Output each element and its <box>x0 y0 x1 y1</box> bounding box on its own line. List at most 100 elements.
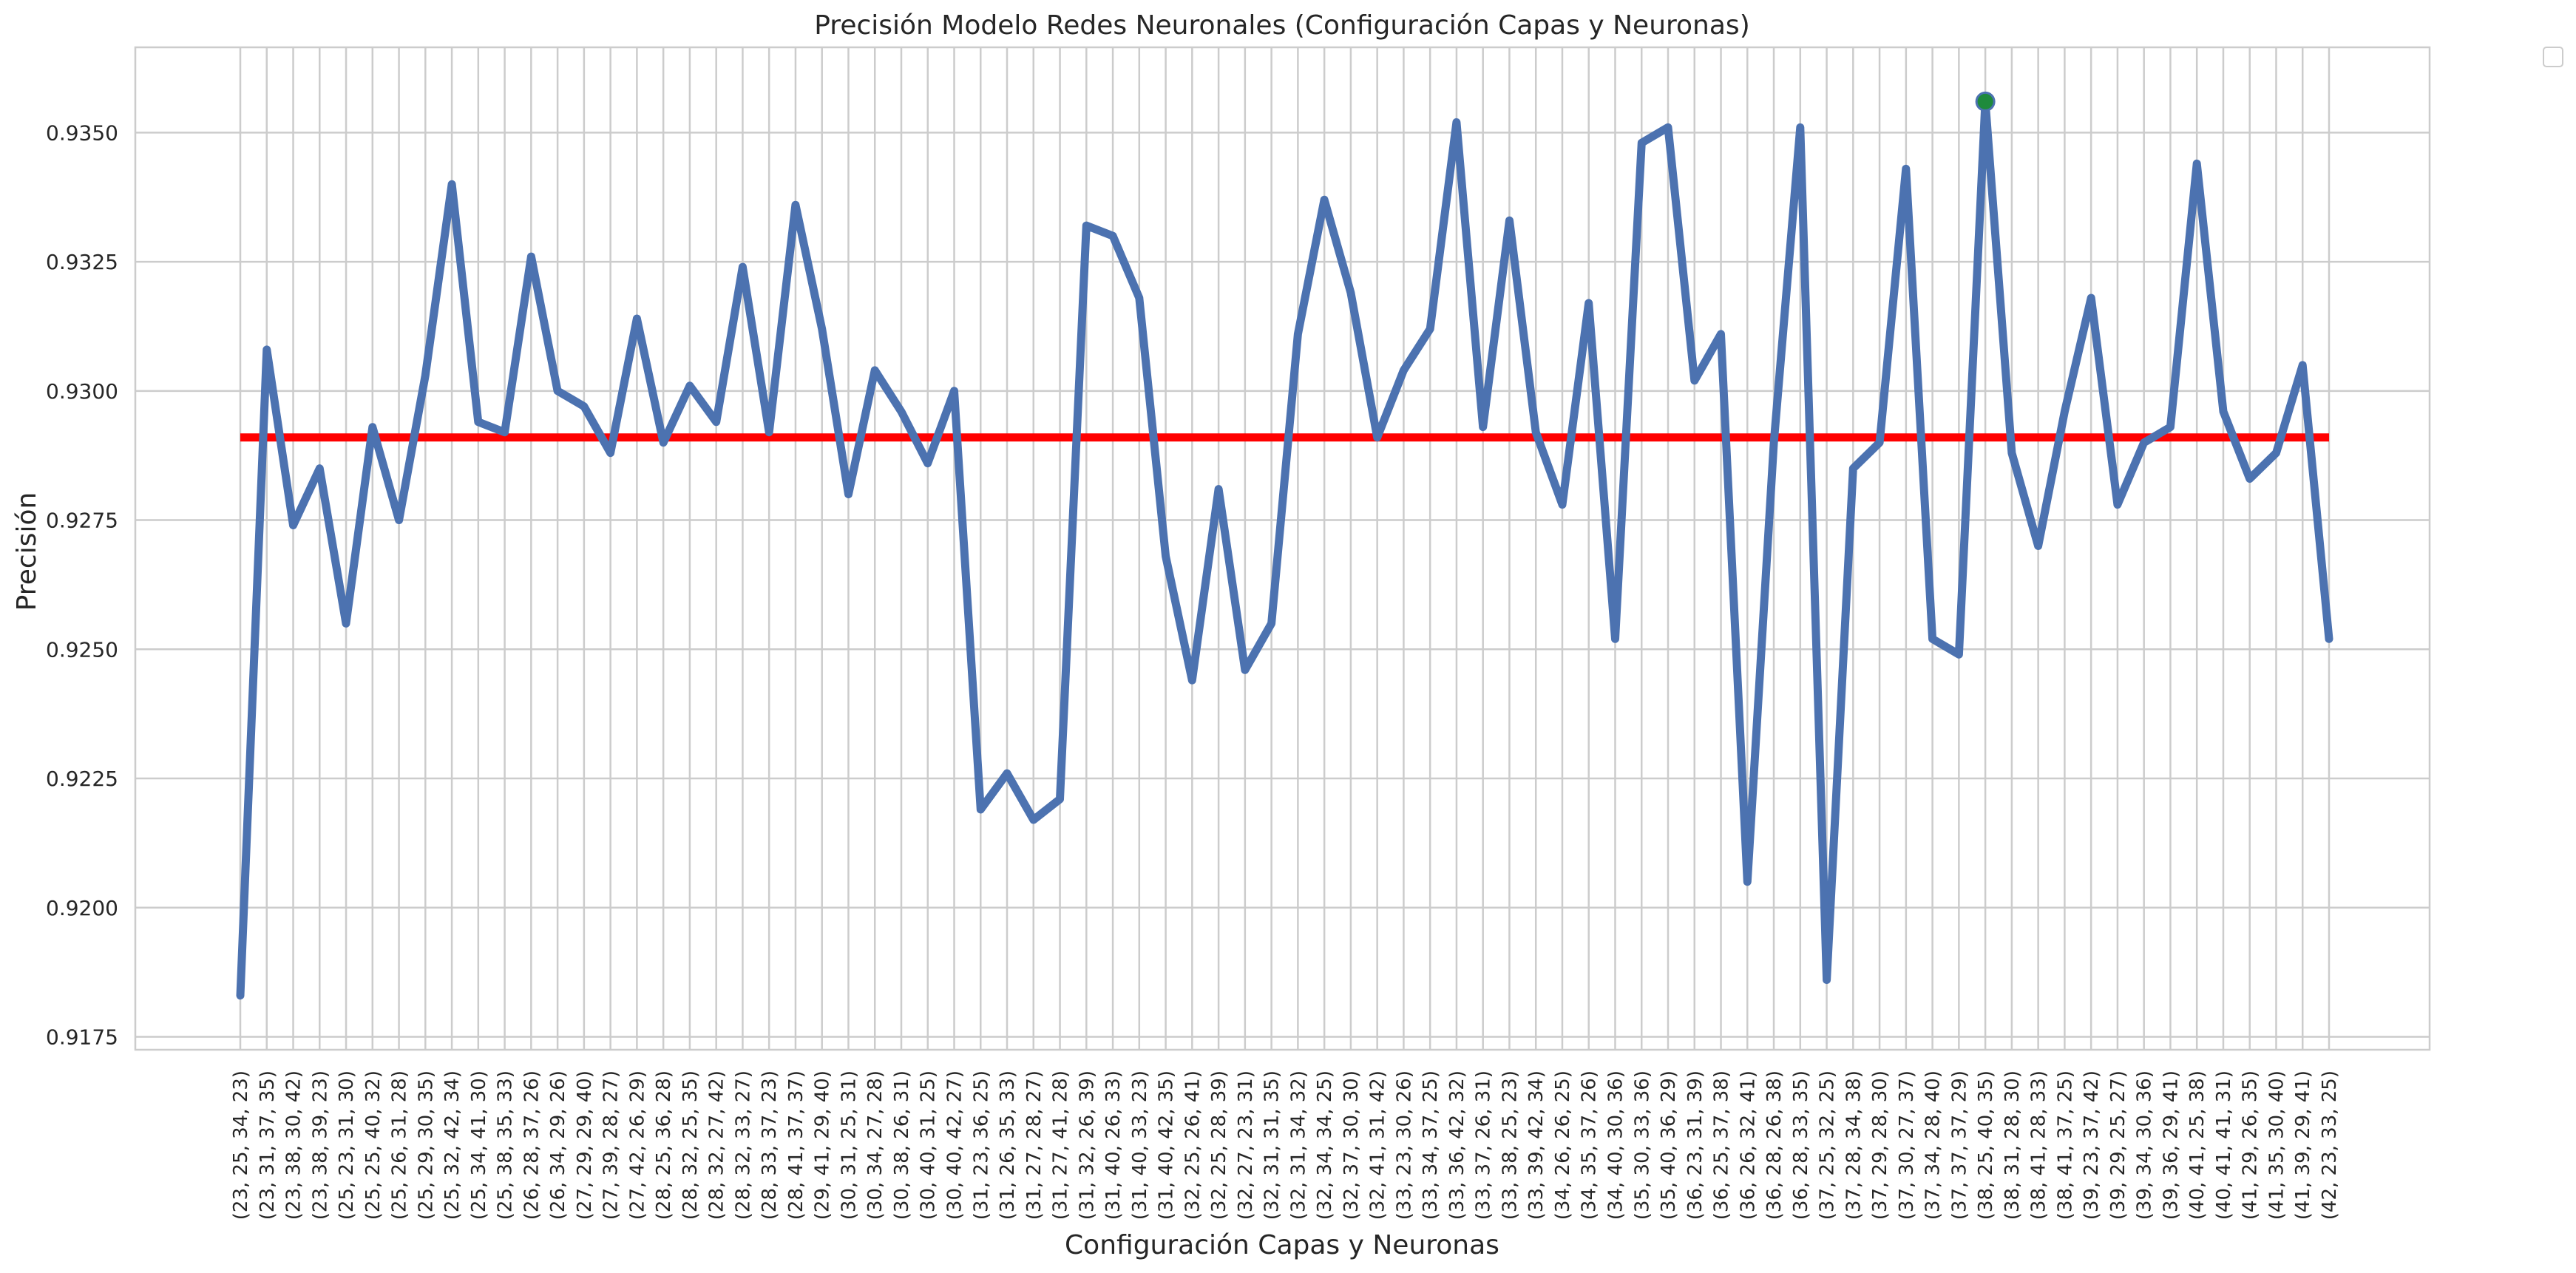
y-tick-label: 0.9300 <box>46 379 118 404</box>
x-tick-label: (30, 40, 31, 25) <box>918 1070 940 1220</box>
x-tick-label: (28, 32, 27, 42) <box>706 1070 728 1220</box>
x-tick-label: (34, 35, 37, 26) <box>1579 1070 1601 1220</box>
highlight-point-layer <box>1975 91 1996 112</box>
x-tick-label: (30, 31, 25, 31) <box>838 1070 860 1220</box>
x-tick-label: (41, 29, 26, 35) <box>2240 1070 2262 1220</box>
y-tick-label: 0.9350 <box>46 120 118 145</box>
x-tick-label: (32, 41, 31, 42) <box>1367 1070 1389 1220</box>
x-tick-label: (28, 33, 37, 23) <box>759 1070 781 1220</box>
x-tick-label: (39, 34, 30, 36) <box>2134 1070 2156 1220</box>
legend-box[interactable] <box>2543 47 2563 67</box>
x-tick-label: (39, 29, 25, 27) <box>2107 1070 2129 1220</box>
x-tick-label: (33, 38, 25, 23) <box>1499 1070 1521 1220</box>
x-tick-label: (39, 23, 37, 42) <box>2081 1070 2103 1220</box>
x-tick-label: (31, 27, 28, 27) <box>1023 1070 1045 1220</box>
x-tick-label: (25, 25, 40, 32) <box>362 1070 384 1220</box>
y-tick-labels: 0.9175 0.9200 0.9225 0.9250 0.9275 0.9300 0.93… <box>46 120 118 1049</box>
x-tick-label: (33, 37, 26, 31) <box>1473 1070 1495 1220</box>
x-tick-label: (31, 40, 42, 35) <box>1156 1070 1178 1220</box>
x-tick-label: (26, 34, 29, 26) <box>547 1070 569 1220</box>
x-tick-label: (23, 31, 37, 35) <box>257 1070 279 1220</box>
x-tick-label: (31, 27, 41, 28) <box>1050 1070 1072 1220</box>
x-tick-label: (40, 41, 25, 38) <box>2186 1070 2209 1220</box>
x-tick-label: (37, 30, 27, 37) <box>1896 1070 1918 1220</box>
x-tick-label: (41, 39, 29, 41) <box>2292 1070 2314 1220</box>
x-tick-label: (33, 36, 42, 32) <box>1446 1070 1468 1220</box>
chart-title: Precisión Modelo Redes Neuronales (Confi… <box>814 10 1750 41</box>
y-tick-label: 0.9250 <box>46 637 118 662</box>
x-tick-label: (33, 34, 37, 25) <box>1420 1070 1442 1220</box>
x-tick-label: (38, 25, 40, 35) <box>1975 1070 1997 1220</box>
x-tick-label: (31, 40, 26, 33) <box>1102 1070 1125 1220</box>
x-tick-label: (40, 41, 41, 31) <box>2213 1070 2235 1220</box>
x-tick-label: (34, 40, 30, 36) <box>1604 1070 1627 1220</box>
x-tick-label: (25, 23, 31, 30) <box>336 1070 358 1220</box>
x-tick-label: (32, 34, 34, 25) <box>1314 1070 1336 1220</box>
x-tick-label: (25, 32, 42, 34) <box>441 1070 464 1220</box>
accuracy-series-line <box>236 97 2333 1000</box>
x-tick-label: (25, 26, 31, 28) <box>389 1070 411 1220</box>
max-accuracy-point <box>1975 91 1996 112</box>
y-tick-label: 0.9225 <box>46 767 118 791</box>
x-axis-label: Configuración Capas y Neuronas <box>1065 1230 1499 1260</box>
x-tick-labels: (23, 25, 34, 23) (23, 31, 37, 35) (23, 38,… <box>230 1070 2341 1220</box>
y-tick-label: 0.9175 <box>46 1025 118 1050</box>
x-tick-label: (37, 37, 37, 29) <box>1948 1070 1970 1220</box>
x-tick-label: (23, 25, 34, 23) <box>230 1070 252 1220</box>
series-line-layer <box>236 97 2333 1000</box>
x-tick-label: (32, 25, 28, 39) <box>1208 1070 1230 1220</box>
x-tick-label: (28, 25, 36, 28) <box>653 1070 675 1220</box>
x-tick-label: (27, 39, 28, 27) <box>600 1070 623 1220</box>
x-tick-label: (35, 30, 33, 36) <box>1631 1070 1653 1220</box>
x-tick-label: (34, 26, 26, 25) <box>1552 1070 1574 1220</box>
x-tick-label: (41, 35, 30, 40) <box>2265 1070 2288 1220</box>
x-tick-label: (30, 38, 26, 31) <box>891 1070 913 1220</box>
x-tick-label: (38, 41, 28, 33) <box>2028 1070 2050 1220</box>
x-tick-label: (27, 29, 29, 40) <box>574 1070 596 1220</box>
x-tick-label: (23, 38, 30, 42) <box>283 1070 305 1220</box>
x-tick-label: (36, 28, 26, 38) <box>1763 1070 1786 1220</box>
x-tick-label: (28, 32, 33, 27) <box>732 1070 754 1220</box>
x-tick-label: (31, 32, 26, 39) <box>1076 1070 1098 1220</box>
x-tick-label: (38, 31, 28, 30) <box>2002 1070 2024 1220</box>
x-tick-label: (25, 38, 35, 33) <box>495 1070 517 1220</box>
y-tick-label: 0.9275 <box>46 509 118 533</box>
y-tick-label: 0.9325 <box>46 250 118 274</box>
x-tick-label: (26, 28, 37, 26) <box>521 1070 543 1220</box>
x-tick-label: (32, 31, 34, 32) <box>1287 1070 1309 1220</box>
x-tick-label: (32, 25, 26, 41) <box>1182 1070 1204 1220</box>
x-tick-label: (23, 38, 39, 23) <box>309 1070 331 1220</box>
x-tick-label: (36, 26, 32, 41) <box>1737 1070 1759 1220</box>
y-axis-label: Precisión <box>12 492 42 611</box>
x-tick-label: (30, 34, 27, 28) <box>864 1070 887 1220</box>
x-tick-label: (35, 40, 36, 29) <box>1658 1070 1680 1220</box>
x-tick-label: (37, 34, 28, 40) <box>1922 1070 1945 1220</box>
x-tick-label: (36, 28, 33, 35) <box>1790 1070 1812 1220</box>
x-tick-label: (37, 29, 28, 30) <box>1869 1070 1891 1220</box>
x-tick-label: (29, 41, 29, 40) <box>812 1070 834 1220</box>
x-tick-label: (39, 36, 29, 41) <box>2160 1070 2182 1220</box>
x-tick-label: (32, 37, 30, 30) <box>1340 1070 1363 1220</box>
x-tick-label: (30, 40, 42, 27) <box>944 1070 966 1220</box>
x-tick-label: (28, 32, 25, 35) <box>679 1070 702 1220</box>
x-tick-label: (25, 34, 41, 30) <box>468 1070 490 1220</box>
x-tick-label: (28, 41, 37, 37) <box>785 1070 807 1220</box>
x-tick-label: (25, 29, 30, 35) <box>415 1070 437 1220</box>
x-tick-label: (36, 25, 37, 38) <box>1711 1070 1733 1220</box>
x-tick-label: (33, 39, 42, 34) <box>1525 1070 1548 1220</box>
x-tick-label: (36, 23, 31, 39) <box>1684 1070 1706 1220</box>
x-tick-label: (37, 25, 32, 25) <box>1817 1070 1839 1220</box>
x-tick-label: (31, 23, 36, 25) <box>970 1070 992 1220</box>
x-tick-label: (33, 23, 30, 26) <box>1393 1070 1415 1220</box>
x-tick-label: (42, 23, 33, 25) <box>2319 1070 2341 1220</box>
plot-frame <box>134 46 2431 1051</box>
x-tick-label: (37, 28, 34, 38) <box>1843 1070 1865 1220</box>
x-tick-label: (27, 42, 26, 29) <box>626 1070 648 1220</box>
x-tick-label: (38, 41, 37, 25) <box>2054 1070 2076 1220</box>
x-tick-label: (32, 31, 31, 35) <box>1261 1070 1284 1220</box>
y-tick-label: 0.9200 <box>46 896 118 920</box>
x-tick-label: (32, 27, 23, 31) <box>1235 1070 1257 1220</box>
x-tick-label: (31, 40, 33, 23) <box>1129 1070 1151 1220</box>
